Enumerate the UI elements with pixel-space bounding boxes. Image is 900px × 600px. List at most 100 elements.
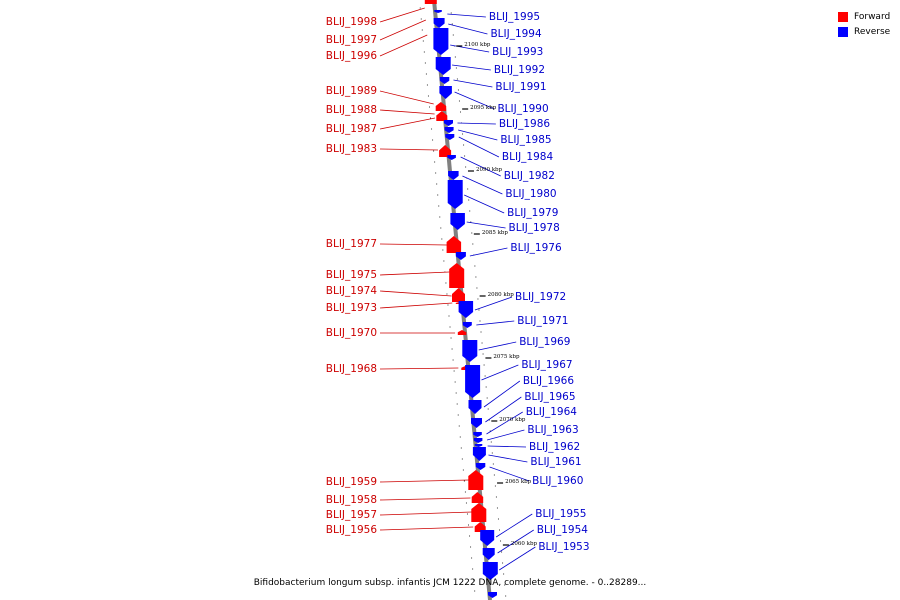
legend-item-forward: Forward bbox=[838, 9, 890, 24]
reverse-leader-line bbox=[486, 429, 525, 441]
reverse-gene-arrow bbox=[448, 171, 459, 180]
gene-features bbox=[424, 0, 498, 598]
forward-leader-line bbox=[379, 302, 453, 309]
forward-leader-line bbox=[379, 290, 452, 297]
forward-gene-label: BLIJ_1997 bbox=[326, 34, 377, 46]
forward-leader-line bbox=[379, 7, 425, 23]
forward-gene-arrow bbox=[474, 522, 486, 532]
forward-gene-arrow bbox=[449, 263, 465, 288]
reverse-gene-label: BLIJ_1978 bbox=[509, 222, 560, 234]
reverse-leader-line bbox=[497, 529, 534, 554]
reverse-gene-arrow bbox=[462, 322, 472, 328]
reverse-gene-arrow bbox=[482, 562, 498, 580]
reverse-gene-arrow bbox=[488, 592, 497, 598]
forward-leader-line bbox=[379, 526, 474, 531]
reverse-leader-line bbox=[469, 247, 508, 257]
reverse-gene-arrow bbox=[444, 120, 453, 126]
kbp-label: 2095 kbp bbox=[470, 105, 497, 111]
legend: Forward Reverse bbox=[838, 9, 890, 39]
reverse-gene-label: BLIJ_1967 bbox=[521, 359, 572, 371]
reverse-gene-arrow bbox=[465, 365, 481, 398]
reverse-gene-arrow bbox=[473, 432, 482, 437]
forward-gene-label: BLIJ_1987 bbox=[326, 123, 377, 135]
forward-gene-label: BLIJ_1996 bbox=[326, 50, 378, 62]
reverse-gene-label: BLIJ_1972 bbox=[515, 291, 566, 303]
reverse-gene-label: BLIJ_1985 bbox=[500, 134, 551, 146]
reverse-gene-label: BLIJ_1992 bbox=[494, 64, 545, 76]
reverse-gene-label: BLIJ_1995 bbox=[489, 11, 540, 23]
reverse-leader-line bbox=[483, 380, 521, 408]
reverse-gene-arrow bbox=[445, 134, 455, 140]
kbp-label: 2100 kbp bbox=[464, 42, 491, 48]
kbp-label: 2090 kbp bbox=[476, 167, 503, 173]
reverse-gene-arrow bbox=[444, 127, 454, 133]
reverse-leader-line bbox=[457, 122, 496, 125]
kbp-label: 2060 kbp bbox=[511, 541, 538, 547]
reverse-gene-arrow bbox=[455, 252, 466, 260]
reverse-gene-arrow bbox=[450, 213, 465, 230]
genome-caption: Bifidobacterium longum subsp. infantis J… bbox=[253, 578, 647, 588]
reverse-gene-label: BLIJ_1961 bbox=[530, 456, 581, 468]
tick-marks bbox=[419, 7, 507, 597]
reverse-gene-arrow bbox=[458, 301, 474, 318]
reverse-gene-arrow bbox=[482, 548, 495, 560]
reverse-gene-arrow bbox=[480, 530, 495, 546]
forward-gene-arrow bbox=[471, 492, 484, 503]
kbp-label: 2080 kbp bbox=[488, 292, 515, 298]
kbp-label: 2070 kbp bbox=[499, 417, 526, 423]
forward-gene-arrow bbox=[436, 111, 448, 121]
forward-leader-line bbox=[379, 117, 436, 130]
forward-gene-label: BLIJ_1957 bbox=[326, 509, 377, 521]
reverse-gene-label: BLIJ_1994 bbox=[490, 28, 542, 40]
reverse-gene-arrow bbox=[473, 438, 483, 443]
reverse-leader-line bbox=[460, 156, 501, 177]
reverse-gene-label: BLIJ_1991 bbox=[495, 81, 546, 93]
reverse-gene-arrow bbox=[434, 10, 442, 13]
reverse-gene-arrow bbox=[474, 444, 483, 447]
reverse-gene-label: BLIJ_1953 bbox=[538, 541, 589, 553]
reverse-gene-label: BLIJ_1965 bbox=[524, 391, 575, 403]
forward-gene-arrow bbox=[439, 145, 452, 157]
reverse-gene-label: BLIJ_1963 bbox=[527, 424, 578, 436]
gene-labels: BLIJ_1998 BLIJ_1997 BLIJ_1996 BLIJ_1989 BLIJ… bbox=[326, 11, 590, 553]
forward-gene-arrow bbox=[452, 288, 465, 302]
reverse-gene-arrow bbox=[462, 340, 478, 362]
reverse-leader-line bbox=[476, 320, 515, 326]
reverse-leader-line bbox=[466, 221, 506, 229]
forward-leader-line bbox=[379, 243, 447, 246]
forward-gene-arrow bbox=[468, 470, 484, 490]
forward-gene-label: BLIJ_1998 bbox=[326, 16, 377, 28]
forward-leader-line bbox=[379, 271, 450, 276]
forward-gene-arrow bbox=[446, 236, 462, 253]
reverse-gene-label: BLIJ_1962 bbox=[529, 441, 580, 453]
reverse-gene-arrow bbox=[447, 180, 463, 209]
forward-leader-line bbox=[379, 109, 435, 115]
forward-leader-line bbox=[379, 90, 434, 105]
reverse-leader-line bbox=[489, 466, 530, 482]
reverse-swatch-icon bbox=[838, 26, 848, 37]
forward-gene-label: BLIJ_1989 bbox=[326, 85, 377, 97]
reverse-leader-line bbox=[495, 513, 533, 538]
reverse-leader-line bbox=[474, 296, 513, 311]
forward-leader-line bbox=[379, 19, 427, 41]
forward-gene-arrow bbox=[435, 102, 447, 111]
label-leader-lines bbox=[379, 7, 536, 571]
reverse-leader-line bbox=[458, 129, 498, 141]
reverse-gene-label: BLIJ_1955 bbox=[535, 508, 586, 520]
legend-label-reverse: Reverse bbox=[854, 26, 891, 37]
reverse-gene-label: BLIJ_1966 bbox=[523, 375, 575, 387]
reverse-gene-label: BLIJ_1971 bbox=[517, 315, 568, 327]
forward-leader-line bbox=[379, 34, 428, 57]
forward-gene-label: BLIJ_1974 bbox=[326, 285, 378, 297]
reverse-gene-label: BLIJ_1976 bbox=[510, 242, 562, 254]
reverse-gene-label: BLIJ_1960 bbox=[532, 475, 583, 487]
reverse-gene-arrow bbox=[471, 418, 482, 428]
reverse-gene-arrow bbox=[435, 57, 451, 75]
reverse-leader-line bbox=[447, 13, 486, 18]
reverse-gene-label: BLIJ_1984 bbox=[502, 151, 554, 163]
forward-leader-line bbox=[379, 479, 469, 483]
reverse-gene-arrow bbox=[433, 18, 445, 28]
reverse-leader-line bbox=[488, 454, 528, 463]
forward-gene-label: BLIJ_1956 bbox=[326, 524, 378, 536]
